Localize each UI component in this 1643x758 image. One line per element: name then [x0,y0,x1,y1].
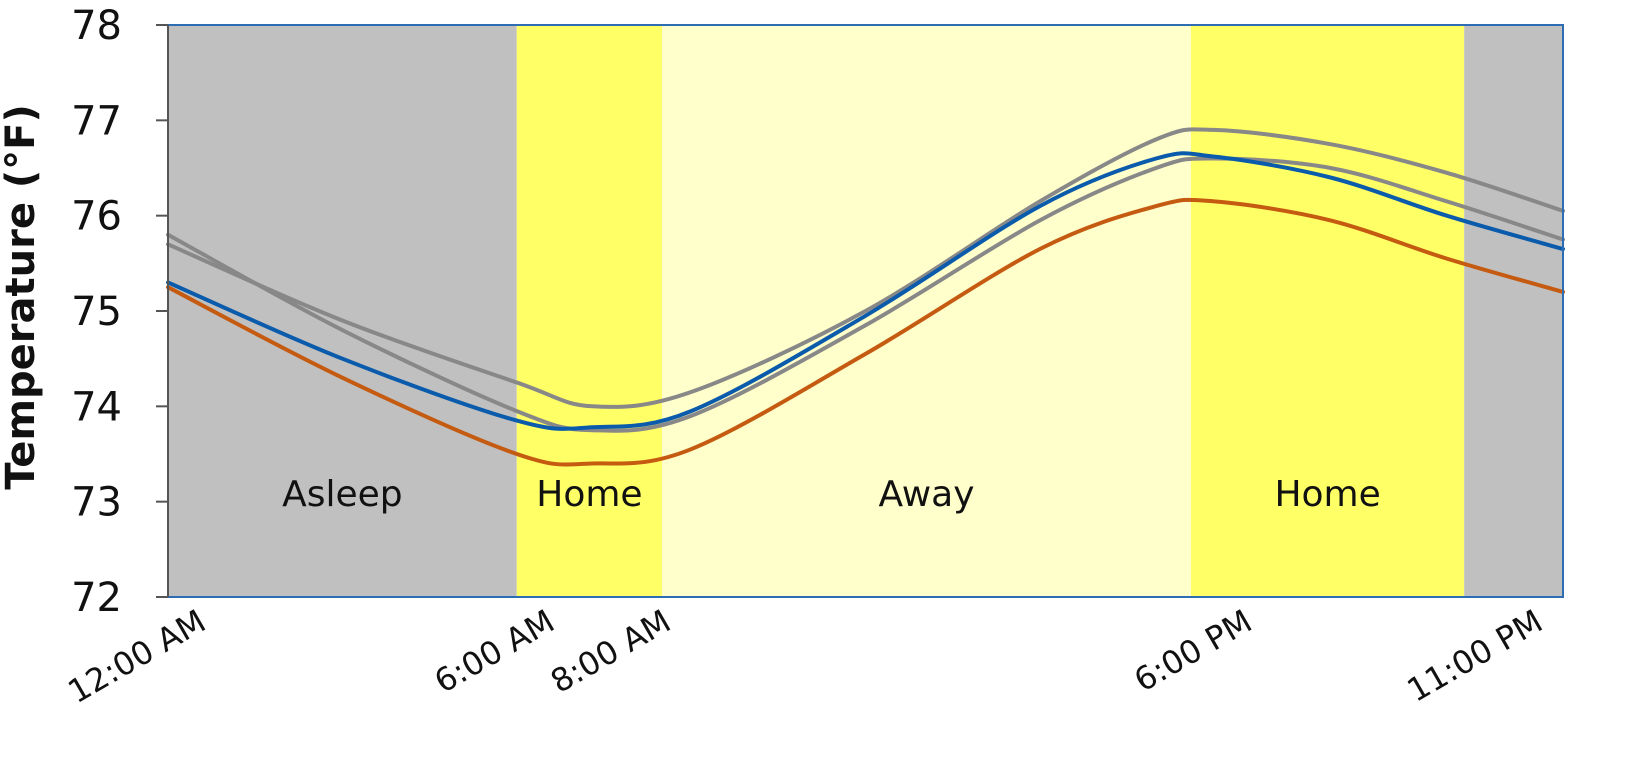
period-band [168,25,517,597]
y-tick-label: 77 [71,98,122,144]
y-tick-label: 73 [71,480,122,526]
period-bands [168,25,1563,597]
period-label: Asleep [282,474,403,515]
period-band [1191,25,1465,597]
x-tick-label: 8:00 AM [544,602,677,701]
period-band [1464,25,1563,597]
y-tick-label: 76 [71,194,122,240]
period-band [662,25,1191,597]
period-labels: Asleep Home Away Home [282,474,1381,515]
period-band [516,25,663,597]
y-tick-label: 74 [71,384,122,430]
y-axis-ticks: 72 73 74 75 76 77 78 [71,3,168,621]
series-lines [166,127,1565,467]
period-label: Home [1274,474,1380,515]
x-tick-label: 6:00 PM [1128,602,1259,699]
y-tick-label: 78 [71,3,122,49]
series-line [166,127,1565,409]
y-tick-label: 75 [71,289,122,335]
series-line [166,156,1565,433]
series-line [166,151,1565,431]
y-tick-label: 72 [71,575,122,621]
y-axis-title: Temperature (°F) [0,104,44,490]
series-line [166,197,1565,467]
period-label: Away [879,474,975,515]
x-axis-ticks: 12:00 AM 6:00 AM8:00 AM 6:00 PM 11:00 PM [61,602,1548,711]
period-label: Home [536,474,642,515]
x-tick-label: 6:00 AM [428,602,561,701]
x-tick-label: 11:00 PM [1401,602,1549,710]
